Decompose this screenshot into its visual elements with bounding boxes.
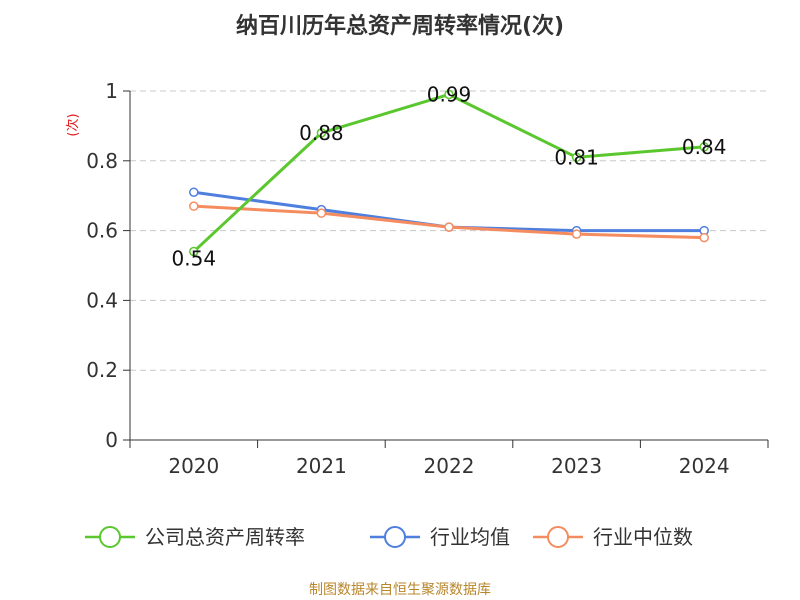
data-point — [189, 246, 199, 257]
data-label: 0.84 — [682, 135, 727, 159]
data-point — [571, 152, 582, 163]
data-source-note: 制图数据来自恒生聚源数据库 — [309, 582, 491, 598]
y-tick-label: 0.8 — [86, 149, 118, 173]
legend-marker — [99, 526, 121, 548]
data-label: 0.88 — [299, 121, 344, 145]
data-point — [444, 222, 454, 232]
data-point — [699, 142, 709, 152]
data-label: 0.99 — [427, 82, 472, 106]
y-tick-label: 0.2 — [86, 358, 118, 382]
data-point — [189, 201, 199, 211]
data-point — [571, 229, 582, 239]
x-tick-label: 2024 — [679, 454, 730, 478]
series-line-2 — [192, 204, 706, 240]
legend-marker — [547, 526, 569, 548]
y-axis-unit: (次) — [65, 113, 81, 136]
chart-title: 纳百川历年总资产周转率情况(次) — [236, 13, 564, 39]
legend-label: 行业中位数 — [593, 525, 693, 549]
x-tick-label: 2021 — [296, 454, 347, 478]
data-point — [316, 208, 327, 218]
y-tick-label: 1 — [105, 79, 118, 103]
x-tick-label: 2020 — [168, 454, 219, 478]
y-tick-label: 0 — [105, 428, 118, 452]
y-tick-label: 0.4 — [86, 288, 118, 312]
data-point — [316, 128, 327, 138]
x-tick-label: 2022 — [424, 454, 475, 478]
data-point — [699, 232, 709, 243]
x-tick-label: 2023 — [551, 454, 602, 478]
y-tick-label: 0.6 — [86, 219, 118, 243]
legend-label: 行业均值 — [430, 525, 510, 549]
data-point — [444, 89, 454, 100]
legend-label: 公司总资产周转率 — [145, 525, 305, 549]
data-label: 0.54 — [172, 247, 217, 271]
data-label: 0.81 — [554, 145, 599, 169]
data-point — [189, 187, 199, 197]
legend-marker — [384, 526, 406, 548]
